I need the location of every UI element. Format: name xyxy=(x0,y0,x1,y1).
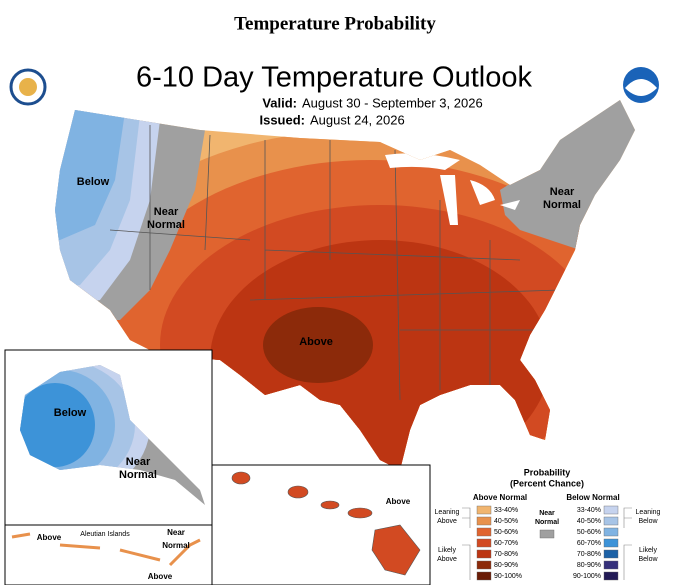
map-label: Above xyxy=(299,336,333,348)
legend-group: Likely xyxy=(438,547,456,554)
map-label: Normal xyxy=(119,469,157,481)
legend-range: 90-100% xyxy=(573,573,601,580)
legend-range: 80-90% xyxy=(577,562,601,569)
issued-label: Issued: xyxy=(259,112,305,127)
legend-swatch xyxy=(603,560,619,570)
legend-near: Near xyxy=(539,510,555,517)
map-label: Aleutian Islands xyxy=(80,531,130,538)
legend-swatch xyxy=(603,505,619,515)
legend-near: Normal xyxy=(535,519,559,526)
map-label: Normal xyxy=(162,541,190,550)
map-label: Above xyxy=(37,533,62,542)
aleutian-inset xyxy=(4,524,213,585)
state-lines xyxy=(109,125,561,401)
map-label: Near xyxy=(154,206,179,218)
legend-swatch xyxy=(476,560,492,570)
doc-logo-emblem xyxy=(19,78,37,96)
legend-subtitle: (Percent Chance) xyxy=(510,478,584,488)
band xyxy=(210,240,550,470)
noaa-logo-bird xyxy=(625,79,657,96)
legend-range: 70-80% xyxy=(494,551,518,558)
legend-group: Leaning xyxy=(435,509,460,516)
legend-range: 60-70% xyxy=(494,540,518,547)
legend-range: 33-40% xyxy=(577,507,601,514)
map-label: Below xyxy=(54,407,87,419)
legend-range: 50-60% xyxy=(577,529,601,536)
legend-range: 50-60% xyxy=(494,529,518,536)
legend-range: 80-90% xyxy=(494,562,518,569)
map-label: Normal xyxy=(543,199,581,211)
legend-swatch xyxy=(476,571,492,581)
legend: Probability(Percent Chance) Above Normal B… xyxy=(435,467,661,581)
band xyxy=(263,307,373,383)
valid-value: August 30 - September 3, 2026 xyxy=(302,95,483,110)
legend-swatch xyxy=(603,516,619,526)
legend-group: Below xyxy=(638,556,658,563)
legend-title: Probability xyxy=(524,467,571,477)
legend-range: 70-80% xyxy=(577,551,601,558)
legend-swatch xyxy=(603,538,619,548)
map-label: Near xyxy=(126,456,151,468)
map-label: Near xyxy=(167,528,185,537)
great-lakes xyxy=(385,153,520,225)
map-labels: BelowNearNormalAboveNearNormalBelowNearN… xyxy=(37,176,581,581)
legend-group: Leaning xyxy=(636,509,661,516)
issued-value: August 24, 2026 xyxy=(310,112,405,127)
legend-swatch xyxy=(603,527,619,537)
legend-range: 60-70% xyxy=(577,540,601,547)
legend-range: 90-100% xyxy=(494,573,522,580)
map-label: Above xyxy=(386,497,411,506)
map-label: Below xyxy=(77,176,110,188)
legend-swatch xyxy=(476,549,492,559)
legend-bracket xyxy=(462,507,632,580)
legend-group: Above xyxy=(437,556,457,563)
legend-range: 40-50% xyxy=(577,518,601,525)
map-label: Normal xyxy=(147,219,185,231)
page-title: Temperature Probability xyxy=(234,13,436,34)
legend-group: Likely xyxy=(639,547,657,554)
legend-swatch xyxy=(476,516,492,526)
legend-heading: Below Normal xyxy=(566,493,619,502)
legend-swatch xyxy=(603,549,619,559)
legend-swatch xyxy=(539,529,555,539)
map-label: Near xyxy=(550,186,575,198)
legend-swatch xyxy=(476,538,492,548)
hawaii-islands xyxy=(231,471,421,576)
legend-swatch xyxy=(476,505,492,515)
legend-group: Below xyxy=(638,518,658,525)
map-title: 6-10 Day Temperature Outlook xyxy=(136,62,533,94)
legend-heading: Above Normal xyxy=(473,493,527,502)
aleutian-islands xyxy=(11,532,201,567)
valid-label: Valid: xyxy=(262,95,297,110)
map-label: Above xyxy=(148,572,173,581)
legend-range: 40-50% xyxy=(494,518,518,525)
legend-group: Above xyxy=(437,518,457,525)
legend-swatch xyxy=(603,571,619,581)
legend-swatch xyxy=(476,527,492,537)
legend-range: 33-40% xyxy=(494,507,518,514)
